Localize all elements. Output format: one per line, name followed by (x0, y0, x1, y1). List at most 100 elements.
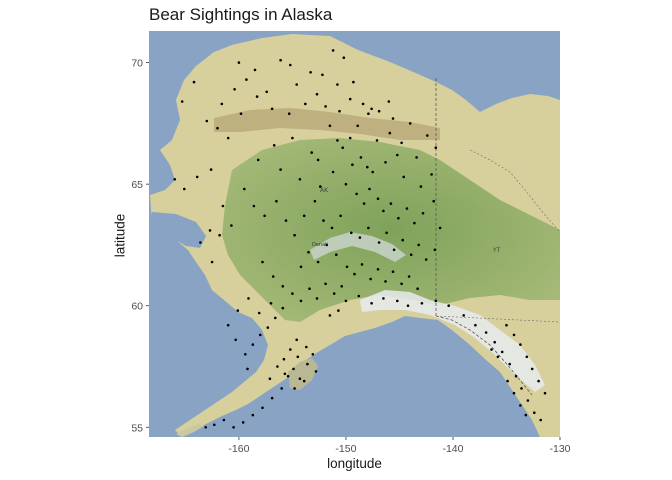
sighting-point-19 (370, 107, 373, 111)
sighting-point-172 (313, 199, 317, 203)
sighting-point-69 (417, 243, 421, 247)
sighting-point-89 (324, 282, 327, 286)
sighting-point-164 (173, 178, 176, 181)
sighting-point-184 (276, 365, 279, 368)
sighting-point-3 (216, 126, 219, 130)
sighting-point-119 (204, 426, 207, 429)
sighting-point-180 (226, 323, 230, 327)
sighting-point-34 (298, 178, 302, 181)
sighting-point-49 (376, 197, 380, 200)
sighting-point-8 (253, 68, 257, 72)
sighting-point-56 (432, 199, 436, 203)
sighting-point-112 (270, 396, 274, 400)
chart-title: Bear Sightings in Alaska (149, 5, 333, 24)
sighting-point-35 (319, 185, 322, 188)
sighting-point-17 (352, 80, 355, 84)
sighting-point-39 (371, 170, 375, 174)
sighting-point-101 (289, 348, 292, 351)
sighting-point-0 (180, 100, 184, 103)
sighting-point-98 (251, 343, 255, 346)
sighting-point-115 (241, 421, 245, 424)
sighting-point-111 (280, 387, 284, 390)
sighting-point-50 (382, 209, 385, 213)
sighting-point-86 (416, 287, 419, 291)
sighting-point-33 (279, 168, 282, 171)
x-tick-label-3: -130 (549, 443, 570, 455)
sighting-point-57 (438, 226, 442, 230)
sighting-point-59 (330, 226, 334, 230)
forest-region (222, 138, 560, 322)
sighting-point-140 (533, 411, 536, 415)
sighting-point-171 (302, 214, 306, 218)
sighting-point-156 (218, 233, 221, 237)
sighting-point-93 (291, 292, 294, 295)
sighting-point-137 (514, 374, 518, 378)
sighting-point-162 (195, 175, 199, 179)
sighting-point-52 (397, 216, 400, 220)
sighting-point-85 (407, 275, 411, 278)
sighting-point-23 (324, 105, 327, 108)
sighting-point-48 (368, 187, 371, 191)
sighting-point-79 (360, 263, 364, 266)
sighting-point-179 (236, 309, 240, 312)
sighting-point-78 (353, 272, 356, 276)
sighting-point-206 (239, 112, 243, 115)
sighting-point-66 (392, 248, 396, 252)
sighting-point-154 (524, 413, 528, 417)
sighting-point-142 (505, 323, 508, 327)
sighting-point-43 (419, 185, 423, 188)
sighting-point-207 (220, 102, 224, 106)
sighting-point-134 (493, 340, 497, 344)
sighting-point-185 (283, 372, 287, 376)
alaska-range-snow (310, 232, 406, 262)
sighting-point-193 (400, 141, 403, 145)
sighting-point-46 (355, 192, 358, 196)
sighting-point-36 (331, 170, 335, 174)
sighting-point-45 (434, 146, 438, 149)
sighting-point-62 (358, 236, 362, 239)
sighting-point-70 (424, 258, 428, 261)
sighting-point-10 (279, 58, 282, 62)
sighting-point-141 (539, 418, 542, 422)
sighting-point-138 (520, 387, 523, 390)
y-tick-label-3: 70 (131, 58, 143, 70)
sighting-point-149 (496, 355, 500, 359)
sighting-point-107 (314, 370, 318, 373)
sighting-point-58 (339, 214, 342, 218)
map-panel (149, 31, 560, 437)
sighting-point-143 (512, 333, 516, 337)
x-tick-label-2: -140 (442, 443, 463, 455)
sighting-point-148 (543, 391, 547, 395)
sighting-point-26 (341, 146, 345, 149)
sighting-point-44 (430, 173, 433, 176)
sighting-point-120 (328, 314, 332, 317)
x-tick-label-0: -160 (228, 443, 249, 455)
y-tick-label-2: 65 (131, 179, 143, 191)
sighting-point-182 (246, 367, 249, 371)
sighting-point-102 (282, 357, 286, 361)
sighting-point-83 (391, 270, 395, 274)
sighting-point-90 (315, 297, 319, 300)
sighting-point-150 (490, 348, 493, 351)
sighting-point-71 (433, 248, 437, 252)
border-line (435, 78, 533, 396)
sighting-point-106 (311, 353, 315, 356)
sighting-point-114 (251, 413, 255, 417)
sighting-point-20 (387, 100, 391, 103)
sighting-point-1 (192, 80, 196, 84)
sighting-point-160 (199, 241, 202, 244)
y-axis: 55 60 65 70 (131, 58, 149, 434)
sighting-point-108 (302, 379, 306, 383)
sighting-point-196 (356, 124, 360, 128)
sighting-point-155 (210, 260, 214, 264)
sighting-point-67 (401, 238, 405, 242)
sighting-point-159 (208, 229, 212, 232)
sighting-point-173 (261, 260, 264, 264)
sighting-point-97 (259, 333, 262, 337)
yukon-bc-border (435, 149, 560, 323)
sighting-point-18 (361, 102, 365, 106)
sighting-point-88 (332, 292, 336, 295)
sighting-point-100 (295, 338, 299, 342)
sighting-point-136 (508, 362, 512, 366)
